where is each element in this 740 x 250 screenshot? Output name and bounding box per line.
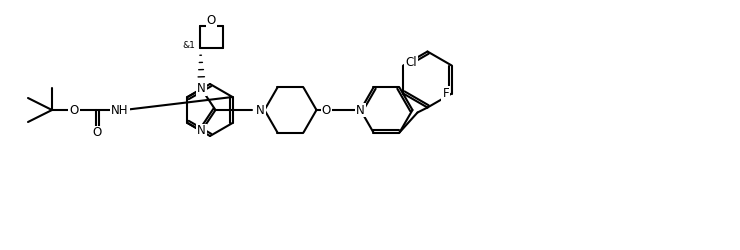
Text: O: O xyxy=(70,104,78,117)
Text: Cl: Cl xyxy=(406,56,417,69)
Text: NH: NH xyxy=(111,104,129,117)
Text: N: N xyxy=(356,104,365,117)
Text: O: O xyxy=(207,14,216,28)
Text: O: O xyxy=(322,104,331,117)
Text: N: N xyxy=(256,104,265,117)
Text: &1: &1 xyxy=(182,40,195,50)
Text: F: F xyxy=(443,87,449,100)
Text: O: O xyxy=(92,126,101,140)
Text: N: N xyxy=(197,124,206,138)
Text: N: N xyxy=(197,82,206,96)
